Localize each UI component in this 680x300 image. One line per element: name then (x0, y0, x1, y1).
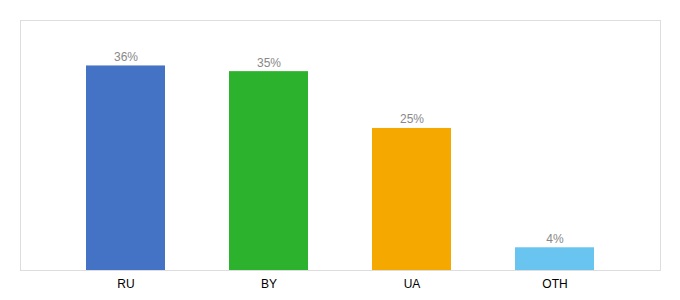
svg-text:25%: 25% (400, 112, 424, 126)
svg-text:36%: 36% (114, 50, 138, 64)
svg-text:UA: UA (404, 277, 421, 291)
svg-text:OTH: OTH (542, 277, 567, 291)
svg-text:4%: 4% (546, 232, 564, 246)
svg-text:RU: RU (117, 277, 134, 291)
svg-text:35%: 35% (257, 56, 281, 70)
svg-text:BY: BY (261, 277, 277, 291)
